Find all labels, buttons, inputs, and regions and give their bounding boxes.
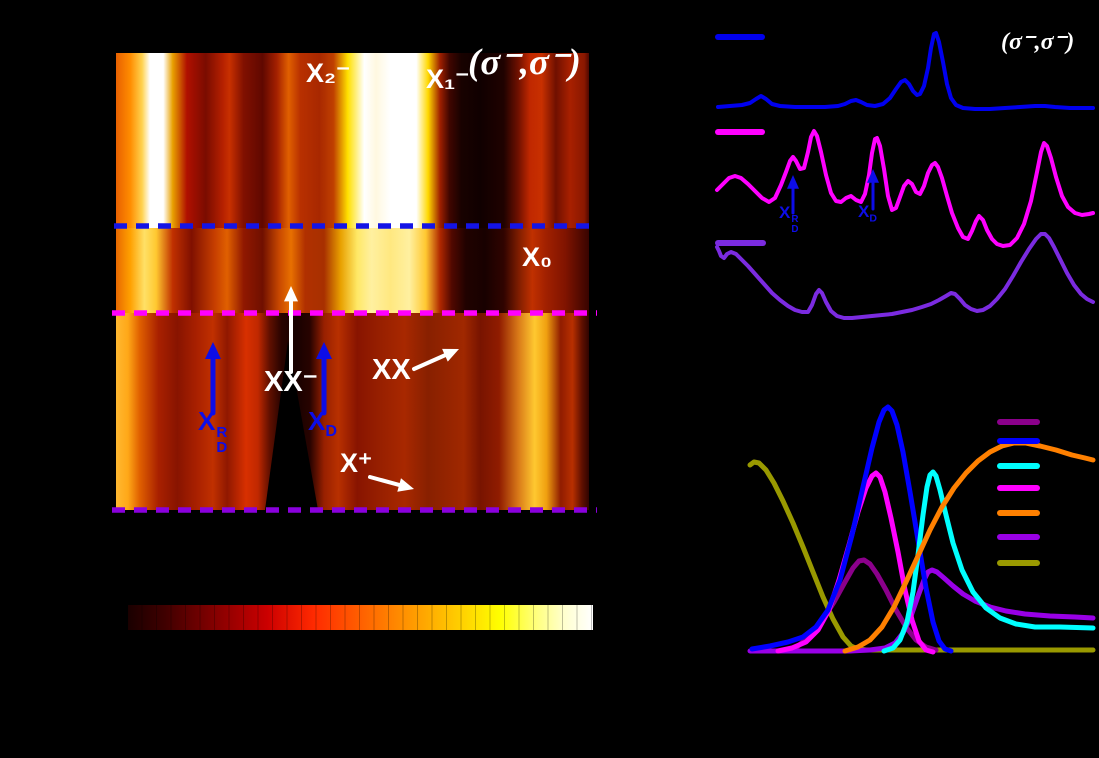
label-xd2-base: X bbox=[858, 202, 870, 221]
label-xdr2-sup: R bbox=[791, 214, 799, 226]
label-xd2-sub: D bbox=[869, 212, 877, 225]
label-x-plus: X⁺ bbox=[340, 448, 373, 478]
maroon-component bbox=[785, 557, 939, 653]
heatmap-middle-band bbox=[116, 228, 589, 313]
label-x1-trion: X₁⁻ bbox=[426, 64, 470, 94]
label-x0-exciton: X₀ bbox=[522, 242, 553, 272]
cyan-component bbox=[881, 469, 1096, 654]
label-xd-base: X bbox=[308, 406, 326, 436]
label-xdr2-sub: D bbox=[791, 224, 799, 236]
label-xdr-sub: D bbox=[216, 439, 228, 457]
spec-xdr-arrow-head bbox=[787, 175, 799, 189]
magenta-component bbox=[775, 470, 936, 655]
label-xdr2-base: X bbox=[779, 203, 791, 222]
orange-component bbox=[842, 440, 1096, 654]
label-xd-spectrum: XD bbox=[858, 203, 877, 224]
pl-intensity-heatmap bbox=[116, 53, 589, 510]
olive-component bbox=[747, 459, 1096, 653]
label-xd-sub: D bbox=[325, 422, 337, 441]
label-x2-trion: X₂⁻ bbox=[306, 58, 351, 88]
label-polarization-map: (σ⁻,σ⁻) bbox=[468, 42, 581, 83]
label-xx-biexciton: XX bbox=[372, 354, 411, 386]
label-polarization-spectra: (σ⁻,σ⁻) bbox=[1001, 29, 1075, 55]
intensity-colorbar bbox=[128, 605, 593, 630]
label-xdr-base: X bbox=[198, 406, 216, 436]
label-xd-dark-exciton: XD bbox=[308, 408, 337, 439]
purple-spectrum bbox=[715, 232, 1095, 320]
blue-component bbox=[749, 404, 954, 654]
label-xdr-sup: R bbox=[216, 423, 228, 441]
magenta-spectrum bbox=[715, 129, 1095, 248]
label-xx-minus: XX⁻ bbox=[264, 366, 318, 398]
heatmap-top-band bbox=[116, 53, 589, 228]
violet-component bbox=[747, 567, 1096, 654]
spec-xd-arrow-head bbox=[867, 169, 879, 183]
heatmap-bottom-band bbox=[116, 313, 589, 510]
